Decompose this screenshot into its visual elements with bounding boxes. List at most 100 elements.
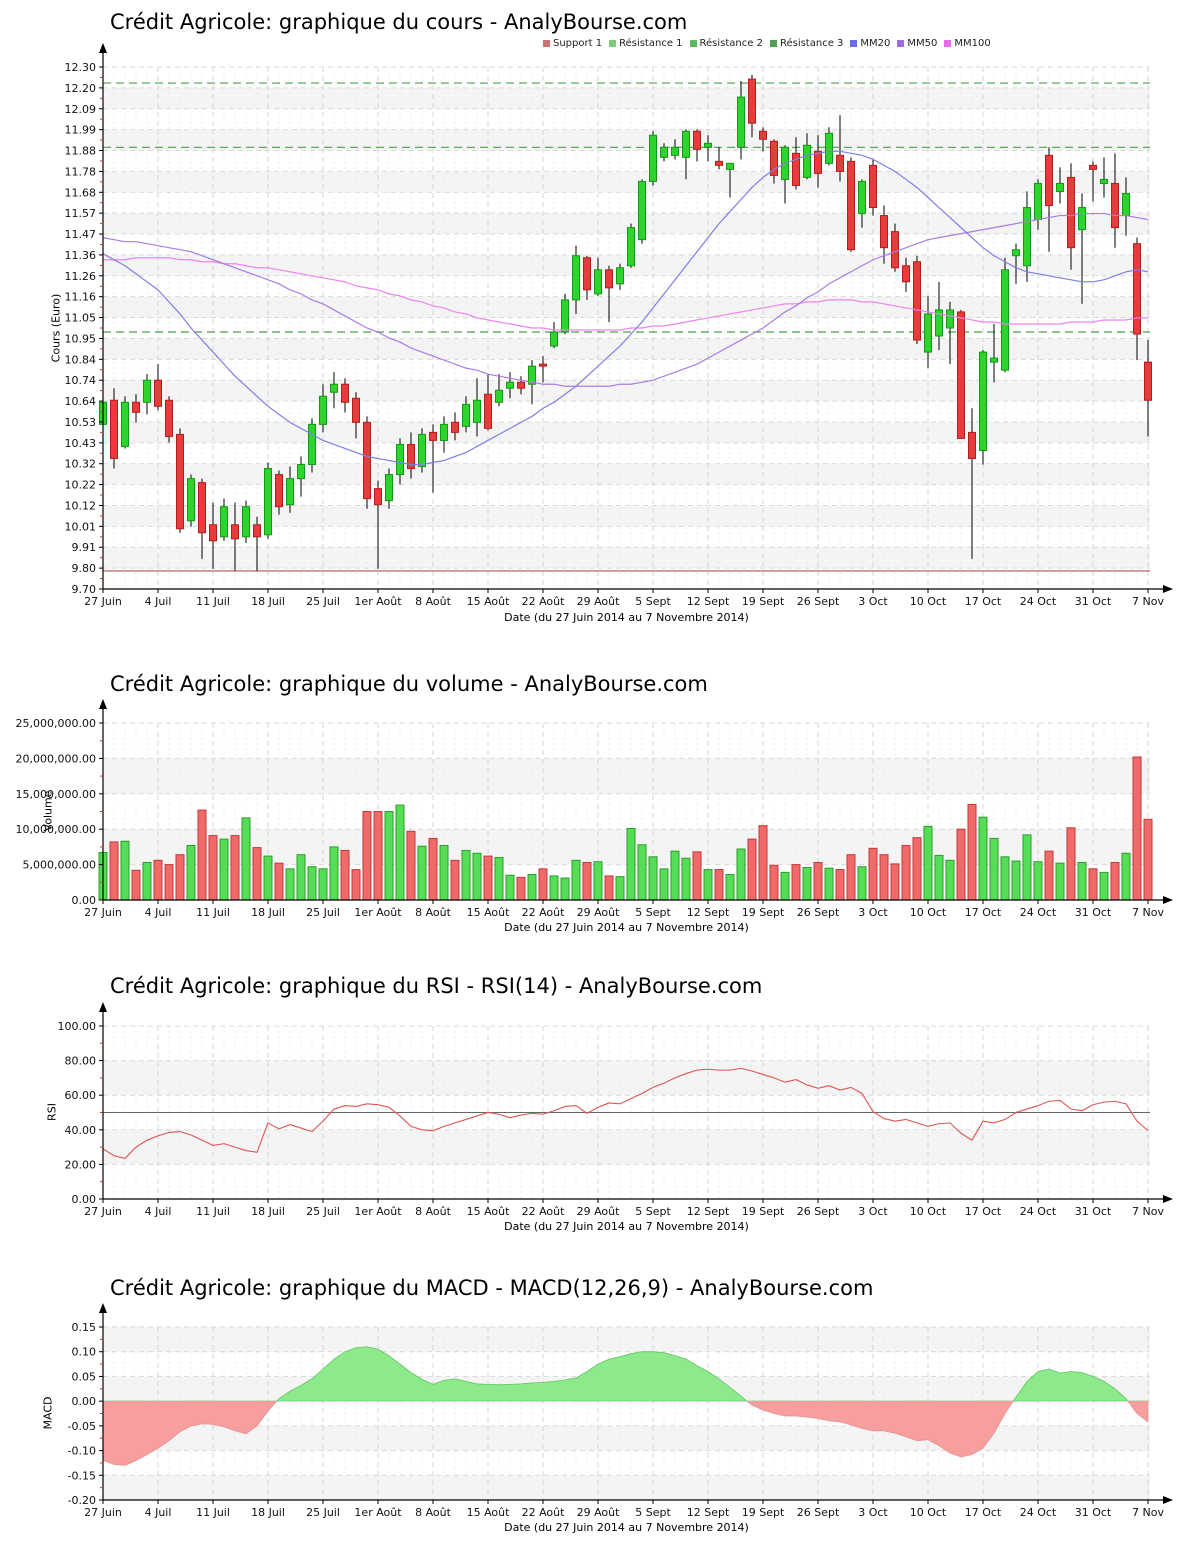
svg-text:22 Août: 22 Août [522,595,566,608]
svg-text:0.10: 0.10 [72,1346,97,1359]
svg-text:11.99: 11.99 [65,124,97,137]
svg-text:10.64: 10.64 [65,395,97,408]
svg-text:10.12: 10.12 [65,499,97,512]
svg-text:11.78: 11.78 [65,165,97,178]
svg-text:11 Juil: 11 Juil [196,1205,230,1218]
svg-text:27 Juin: 27 Juin [84,595,122,608]
svg-text:25 Juil: 25 Juil [306,595,340,608]
legend-label: Résistance 2 [699,38,763,49]
svg-text:19 Sept: 19 Sept [742,1205,785,1218]
svg-text:22 Août: 22 Août [522,906,566,919]
svg-text:10 Oct: 10 Oct [910,1506,947,1519]
svg-text:26 Sept: 26 Sept [797,1205,840,1218]
svg-text:25,000,000.00: 25,000,000.00 [16,717,96,730]
svg-text:8 Août: 8 Août [415,1205,452,1218]
volume-chart-title: Crédit Agricole: graphique du volume - A… [110,672,708,696]
svg-text:12 Sept: 12 Sept [687,1205,730,1218]
svg-text:26 Sept: 26 Sept [797,906,840,919]
resistance2-swatch-icon [689,40,697,47]
svg-text:10,000,000.00: 10,000,000.00 [16,823,96,836]
svg-text:10 Oct: 10 Oct [910,906,947,919]
svg-text:11.57: 11.57 [65,207,97,220]
svg-text:3 Oct: 3 Oct [858,1205,888,1218]
legend-item-resistance3: Résistance 3 [769,38,844,49]
macd-negative-area [103,1401,1149,1466]
svg-text:11.47: 11.47 [65,228,97,241]
svg-text:-0.20: -0.20 [68,1494,96,1507]
svg-text:19 Sept: 19 Sept [742,906,785,919]
legend-label: MM50 [907,38,938,49]
legend-label: Support 1 [553,38,603,49]
svg-text:29 Août: 29 Août [577,906,621,919]
svg-text:11.88: 11.88 [65,145,97,158]
svg-text:3 Oct: 3 Oct [858,1506,888,1519]
mm50-swatch-icon [897,40,905,47]
svg-text:17 Oct: 17 Oct [965,1506,1002,1519]
svg-text:5,000,000.00: 5,000,000.00 [23,859,96,872]
svg-text:24 Oct: 24 Oct [1020,1506,1057,1519]
mm20-swatch-icon [850,40,858,47]
svg-text:24 Oct: 24 Oct [1020,1205,1057,1218]
cours-x-axis-label: Date (du 27 Juin 2014 au 7 Novembre 2014… [504,611,749,624]
svg-text:18 Juil: 18 Juil [251,1506,285,1519]
svg-text:4 Juil: 4 Juil [145,1506,172,1519]
svg-text:22 Août: 22 Août [522,1506,566,1519]
svg-text:11.05: 11.05 [65,312,97,325]
legend-item-support1: Support 1 [543,38,602,49]
svg-text:0.00: 0.00 [72,1193,97,1206]
svg-text:0.00: 0.00 [72,1395,97,1408]
svg-text:15,000,000.00: 15,000,000.00 [16,788,96,801]
price-chart-legend: Support 1 Résistance 1 Résistance 2 Rési… [543,38,991,49]
svg-text:19 Sept: 19 Sept [742,1506,785,1519]
svg-text:80.00: 80.00 [65,1055,97,1068]
rsi-x-axis-label: Date (du 27 Juin 2014 au 7 Novembre 2014… [504,1220,749,1233]
svg-text:1er Août: 1er Août [354,595,402,608]
chart-0-plot: 12.30 12.20 12.09 11.99 11.88 11.78 11.68 11.57… [65,43,1173,608]
svg-text:8 Août: 8 Août [415,595,452,608]
svg-text:17 Oct: 17 Oct [965,595,1002,608]
svg-text:4 Juil: 4 Juil [145,595,172,608]
svg-text:17 Oct: 17 Oct [965,906,1002,919]
legend-label: MM20 [860,38,891,49]
svg-text:27 Juin: 27 Juin [84,1506,122,1519]
svg-text:9.70: 9.70 [72,583,97,596]
svg-text:15 Août: 15 Août [467,1205,511,1218]
svg-text:31 Oct: 31 Oct [1075,906,1112,919]
svg-text:10.74: 10.74 [65,374,97,387]
svg-text:20.00: 20.00 [65,1158,97,1171]
svg-text:25 Juil: 25 Juil [306,1205,340,1218]
svg-text:15 Août: 15 Août [467,1506,511,1519]
svg-text:31 Oct: 31 Oct [1075,1205,1112,1218]
svg-text:10.01: 10.01 [65,520,97,533]
svg-text:9.80: 9.80 [72,562,97,575]
svg-text:-0.05: -0.05 [68,1420,96,1433]
legend-label: Résistance 1 [619,38,683,49]
svg-text:22 Août: 22 Août [522,1205,566,1218]
svg-text:3 Oct: 3 Oct [858,906,888,919]
svg-text:5 Sept: 5 Sept [635,906,671,919]
legend-label: MM100 [954,38,991,49]
svg-text:10 Oct: 10 Oct [910,1205,947,1218]
svg-text:7 Nov: 7 Nov [1132,595,1164,608]
legend-item-mm20: MM20 [850,38,890,49]
svg-text:10.95: 10.95 [65,332,97,345]
svg-text:31 Oct: 31 Oct [1075,1506,1112,1519]
svg-text:11.26: 11.26 [65,270,97,283]
svg-text:10.84: 10.84 [65,353,97,366]
legend-item-mm50: MM50 [897,38,937,49]
svg-text:4 Juil: 4 Juil [145,906,172,919]
svg-text:0.05: 0.05 [72,1370,97,1383]
moving-average-lines [102,150,1149,466]
svg-text:60.00: 60.00 [65,1089,97,1102]
svg-text:10.53: 10.53 [65,416,97,429]
svg-text:-0.10: -0.10 [68,1445,96,1458]
svg-text:7 Nov: 7 Nov [1132,1506,1164,1519]
svg-text:12.20: 12.20 [65,82,97,95]
legend-label: Résistance 3 [779,38,844,49]
svg-text:-0.15: -0.15 [68,1469,96,1482]
svg-text:1er Août: 1er Août [354,1506,402,1519]
svg-text:3 Oct: 3 Oct [858,595,888,608]
svg-text:12 Sept: 12 Sept [687,906,730,919]
svg-text:25 Juil: 25 Juil [306,1506,340,1519]
